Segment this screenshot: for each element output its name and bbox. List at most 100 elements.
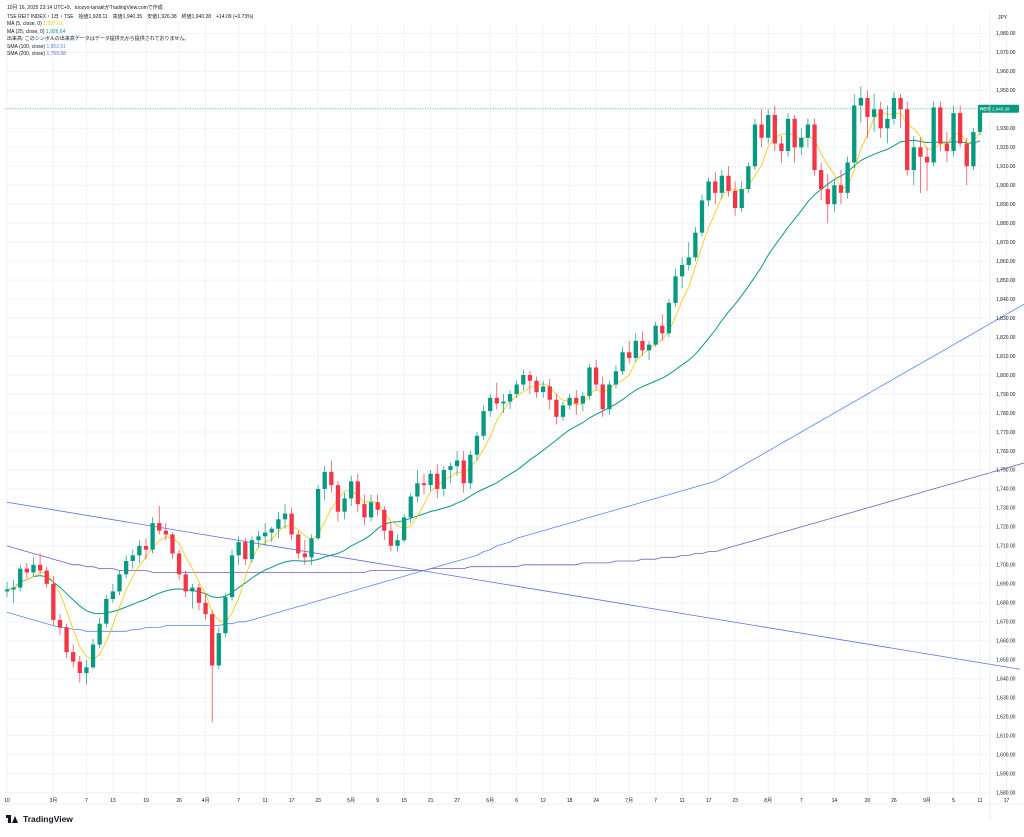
legend-ma25[interactable]: MA (25, close, 0) 1,926.64 (7, 29, 253, 36)
candle (527, 371, 533, 395)
candle (322, 466, 327, 501)
candle (871, 94, 877, 133)
candle-body (18, 568, 23, 588)
candle-body (302, 553, 308, 558)
candle (262, 523, 268, 546)
candle (951, 105, 956, 157)
candle (580, 392, 586, 412)
legend-ma5[interactable]: MA (5, close, 0) 1,927.61 (7, 21, 253, 28)
candle-body (885, 118, 890, 129)
time-tick-label: 27 (454, 798, 460, 804)
candle-body (905, 109, 910, 171)
candle (157, 506, 162, 535)
candle (587, 363, 592, 400)
candle (375, 494, 380, 516)
price-tick-label: 1,610.00 (996, 733, 1016, 739)
candle-body (587, 367, 592, 396)
candle (514, 380, 519, 398)
candle-body (580, 395, 586, 404)
price-axis[interactable]: 1,580.00 1,590.00 1,600.00 1,610.00 1,620.00… (978, 10, 1019, 820)
time-tick-label: 7 (800, 798, 803, 804)
candle (494, 382, 499, 410)
candle (408, 492, 413, 524)
candle (805, 118, 811, 148)
price-tick-label: 1,640.00 (996, 677, 1016, 683)
candle-body (190, 587, 195, 592)
logo-text: TradingView (23, 814, 73, 824)
candle (726, 166, 731, 197)
candle-body (792, 118, 797, 148)
legend-main[interactable]: TSE REIT INDEX・1日・TSE 始値1,928.11 高値1,940… (7, 14, 254, 20)
candle-body (673, 276, 678, 303)
time-tick-label: 15 (401, 798, 407, 804)
candle-body (679, 264, 685, 277)
candle (620, 346, 625, 376)
candle-body (799, 137, 804, 148)
time-tick-label: 24 (593, 798, 599, 804)
price-tick-label: 1,820.00 (996, 335, 1016, 341)
candle-body (746, 166, 751, 190)
time-tick-label: 11 (680, 798, 685, 804)
time-tick-label: 5 (952, 798, 955, 804)
candle-body (256, 536, 261, 541)
time-tick-label: 18 (567, 798, 573, 804)
candle (885, 105, 890, 144)
candle (832, 179, 837, 212)
candle-body (779, 143, 784, 152)
price-tick-label: 1,900.00 (996, 183, 1016, 189)
candle-body (501, 401, 506, 404)
candle-body (229, 555, 235, 598)
time-tick-label: 23 (732, 798, 738, 804)
candle-body (163, 530, 169, 535)
legend-sma100[interactable]: SMA (100, close) 1,852.51 (7, 44, 253, 51)
candle (779, 135, 784, 163)
candle-body (600, 384, 605, 410)
candle-body (627, 352, 632, 358)
price-tick-label: 1,590.00 (996, 771, 1016, 777)
time-tick-label: 17 (1004, 798, 1010, 804)
candle-body (514, 384, 519, 395)
candle (732, 181, 738, 216)
time-tick-label: 20 (865, 798, 871, 804)
candle-body (593, 367, 599, 385)
candle-body (51, 583, 56, 620)
candle (858, 86, 864, 123)
candle (898, 94, 903, 129)
time-tick-label: 10 (4, 798, 10, 804)
time-axis[interactable]: 10 3月 7 13 19 26 4月 7 11 17 23 5月 9 15 21 27 6月 6 12 18 24 7月… (0, 798, 1024, 805)
candle (302, 540, 308, 565)
price-tick-label: 1,870.00 (996, 240, 1016, 246)
candle-body (329, 471, 334, 486)
candle (739, 181, 744, 212)
candle-body (646, 344, 652, 351)
price-tick-label: 1,710.00 (996, 544, 1016, 550)
candle (309, 534, 314, 565)
time-tick-label: 7月 (625, 798, 633, 804)
candle-body (574, 397, 579, 404)
candle-body (289, 513, 294, 535)
candle-body (540, 386, 546, 393)
candle (454, 450, 460, 476)
candle-body (534, 380, 539, 393)
candle-body (216, 633, 221, 666)
candle-body (84, 667, 89, 674)
time-tick-label: 12 (540, 798, 546, 804)
candle (421, 473, 427, 495)
candle-body (130, 555, 135, 562)
candle (395, 534, 400, 552)
candle (474, 431, 480, 461)
candle-body (64, 627, 69, 653)
currency-label[interactable]: JPY (998, 15, 1008, 21)
grid (5, 22, 1007, 804)
candle-body (931, 107, 936, 163)
candle-body (408, 496, 413, 518)
candle-body (421, 483, 427, 486)
legend-sma200[interactable]: SMA (200, close) 1,769.58 (7, 51, 253, 58)
time-tick-label: 17 (289, 798, 295, 804)
sma200-label: SMA (200, close) (7, 51, 46, 58)
tradingview-logo[interactable]: TradingView (6, 814, 73, 824)
price-tick-label: 1,830.00 (996, 316, 1016, 322)
candle (368, 494, 374, 522)
